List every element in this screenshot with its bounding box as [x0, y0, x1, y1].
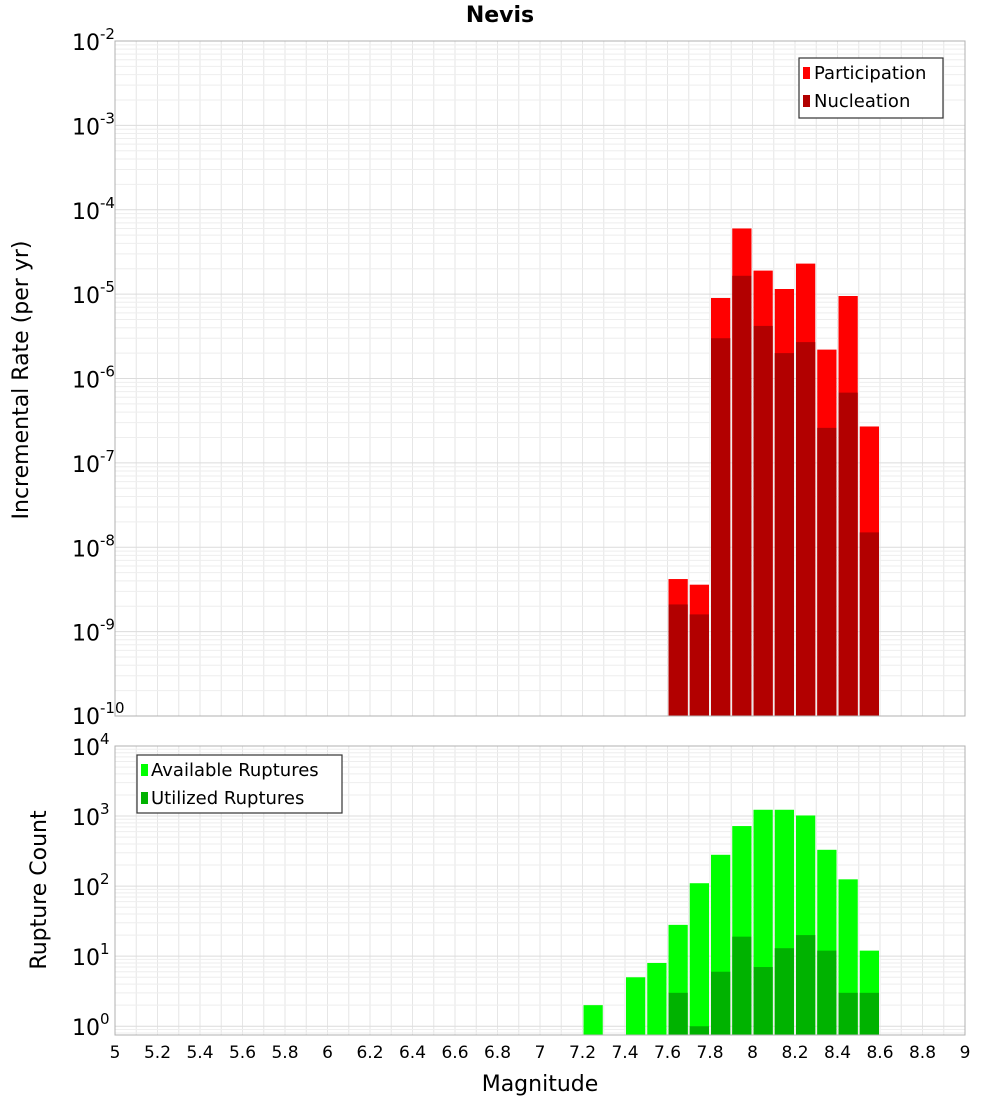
bottom-bar-utilized-ruptures	[774, 948, 794, 1035]
bottom-bar-utilized-ruptures	[732, 936, 752, 1035]
y-tick-label: 10-8	[72, 531, 115, 562]
x-tick-label: 5	[110, 1043, 121, 1063]
legend-label-nucleation: Nucleation	[814, 91, 910, 112]
y-tick-label: 103	[72, 800, 110, 831]
bottom-bar-utilized-ruptures	[838, 992, 858, 1035]
top-bar-nucleation	[817, 427, 837, 716]
top-bar-nucleation	[668, 604, 688, 716]
y-tick-label: 10-9	[72, 616, 115, 647]
bottom-bar-utilized-ruptures	[711, 971, 731, 1035]
bottom-legend: Available Ruptures Utilized Ruptures	[136, 754, 343, 814]
x-tick-label: 6.8	[484, 1043, 511, 1063]
top-bar-nucleation	[838, 392, 858, 716]
top-plot-border	[114, 40, 966, 717]
x-tick-label: 8	[747, 1043, 758, 1063]
x-tick-label: 7.6	[654, 1043, 681, 1063]
top-bar-nucleation	[711, 338, 731, 716]
top-bars	[668, 228, 879, 716]
top-bar-nucleation	[774, 353, 794, 716]
top-bar-nucleation	[753, 325, 773, 716]
bottom-bar-utilized-ruptures	[753, 967, 773, 1035]
x-tick-label: 5.4	[186, 1043, 213, 1063]
x-tick-label: 5.8	[271, 1043, 298, 1063]
top-legend-box	[798, 57, 944, 119]
x-tick-label: 6.4	[399, 1043, 426, 1063]
x-tick-label: 6.6	[441, 1043, 468, 1063]
y-tick-label: 10-10	[72, 699, 125, 730]
legend-label-available-ruptures: Available Ruptures	[151, 760, 319, 781]
chart-title: Nevis	[466, 3, 534, 28]
bottom-bar-available-ruptures	[689, 883, 709, 1035]
top-y-axis-title: Incremental Rate (per yr)	[9, 241, 34, 520]
y-tick-label: 101	[72, 940, 110, 971]
y-tick-label: 102	[72, 870, 110, 901]
legend-swatch-available-ruptures	[141, 764, 148, 776]
x-tick-label: 7.2	[569, 1043, 596, 1063]
x-tick-label: 7.8	[696, 1043, 723, 1063]
bottom-panel: 104 103 102 101 100 5 5.2 5.4 5.6 5.8 6 6.2 6.4 6.6 6…	[27, 730, 970, 1097]
bottom-bar-utilized-ruptures	[796, 935, 816, 1035]
x-tick-label: 5.2	[144, 1043, 171, 1063]
bottom-y-tick-labels: 104 103 102 101 100	[72, 730, 110, 1041]
x-tick-label: 9	[960, 1043, 971, 1063]
legend-swatch-nucleation	[803, 95, 810, 107]
bottom-bar-utilized-ruptures	[859, 992, 879, 1035]
legend-swatch-utilized-ruptures	[141, 792, 148, 804]
bottom-bar-utilized-ruptures	[817, 950, 837, 1035]
y-tick-label: 100	[72, 1010, 110, 1041]
x-tick-labels: 5 5.2 5.4 5.6 5.8 6 6.2 6.4 6.6 6.8 7 7.2 7.4 7.6 7.8 8…	[110, 1043, 971, 1063]
y-tick-label: 10-2	[72, 25, 115, 56]
bottom-bar-available-ruptures	[647, 962, 667, 1035]
bottom-bars	[583, 809, 879, 1035]
x-tick-label: 7.4	[611, 1043, 638, 1063]
x-tick-label: 7	[535, 1043, 546, 1063]
top-bar-nucleation	[732, 275, 752, 716]
top-bar-nucleation	[689, 614, 709, 716]
bottom-bar-utilized-ruptures	[689, 1026, 709, 1035]
bottom-bar-available-ruptures	[626, 977, 646, 1035]
x-tick-label: 6.2	[356, 1043, 383, 1063]
x-tick-label: 8.6	[866, 1043, 893, 1063]
y-tick-label: 10-7	[72, 447, 115, 478]
top-panel: 10-2 10-3 10-4 10-5 10-6 10-7 10-8 10-9 10-10 In…	[9, 25, 966, 730]
x-axis-title: Magnitude	[482, 1072, 599, 1097]
x-tick-label: 5.6	[229, 1043, 256, 1063]
x-tick-label: 8.8	[909, 1043, 936, 1063]
legend-swatch-participation	[803, 67, 810, 79]
bottom-bar-utilized-ruptures	[668, 992, 688, 1035]
top-legend: Participation Nucleation	[798, 57, 944, 119]
y-tick-label: 10-5	[72, 278, 115, 309]
bottom-bar-available-ruptures	[583, 1005, 603, 1035]
y-tick-label: 10-3	[72, 109, 115, 140]
y-tick-label: 10-6	[72, 363, 115, 394]
top-grid	[114, 40, 966, 717]
bottom-plot-border	[114, 745, 966, 1036]
bottom-y-axis-title: Rupture Count	[27, 810, 52, 970]
x-tick-label: 8.4	[824, 1043, 851, 1063]
top-bar-nucleation	[796, 342, 816, 716]
legend-label-utilized-ruptures: Utilized Ruptures	[151, 788, 304, 809]
y-tick-label: 10-4	[72, 194, 115, 225]
bottom-legend-box	[136, 754, 343, 814]
legend-label-participation: Participation	[814, 63, 926, 84]
top-bar-nucleation	[859, 532, 879, 716]
y-tick-label: 104	[72, 730, 110, 761]
top-y-tick-labels: 10-2 10-3 10-4 10-5 10-6 10-7 10-8 10-9 10-10	[72, 25, 125, 730]
x-tick-label: 6	[322, 1043, 333, 1063]
x-tick-label: 8.2	[781, 1043, 808, 1063]
